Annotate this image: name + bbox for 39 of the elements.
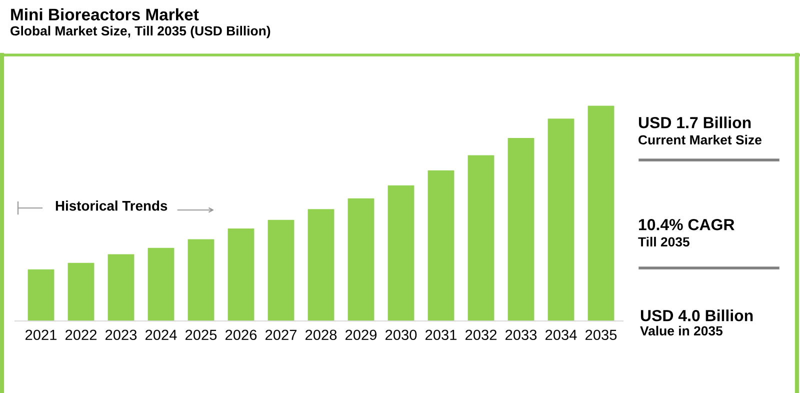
text: Current Market Size bbox=[638, 134, 762, 145]
text: Till 2035 bbox=[638, 236, 690, 247]
annotation: Historical Trends bbox=[56, 200, 168, 211]
x-tick-label: 2029 bbox=[346, 330, 377, 340]
x-tick-label: 2027 bbox=[266, 330, 296, 340]
bar bbox=[228, 228, 254, 321]
bar bbox=[188, 239, 214, 321]
x-tick-label: 2031 bbox=[426, 330, 457, 340]
chart-title: Mini Bioreactors Market bbox=[11, 8, 199, 20]
x-tick-label: 2030 bbox=[386, 330, 417, 340]
x-tick-label: 2021 bbox=[26, 330, 57, 340]
x-tick-label: 2026 bbox=[226, 330, 257, 340]
bar bbox=[508, 138, 534, 321]
bar bbox=[588, 106, 614, 321]
bar bbox=[428, 170, 454, 321]
text: 10.4% CAGR bbox=[639, 218, 734, 230]
bar bbox=[468, 155, 494, 321]
text: USD 1.7 Billion bbox=[638, 116, 751, 128]
bar bbox=[268, 220, 294, 321]
x-tick-label: 2032 bbox=[466, 330, 496, 340]
bar bbox=[348, 198, 374, 321]
x-tick-label: 2025 bbox=[186, 330, 217, 340]
x-tick-label: 2035 bbox=[586, 330, 617, 340]
x-tick-label: 2033 bbox=[506, 330, 537, 340]
bar bbox=[108, 254, 134, 321]
bar bbox=[68, 262, 94, 321]
text: USD 4.0 Billion bbox=[640, 310, 753, 322]
bar bbox=[308, 209, 334, 321]
x-tick-label: 2022 bbox=[66, 330, 96, 340]
text: Value in 2035 bbox=[640, 326, 723, 336]
x-tick-label: 2024 bbox=[146, 330, 177, 340]
bar bbox=[548, 118, 574, 321]
bar bbox=[148, 248, 174, 321]
x-tick-label: 2028 bbox=[306, 330, 337, 340]
chart-subtitle: Global Market Size, Till 2035 (USD Billion) bbox=[10, 26, 270, 38]
bar bbox=[28, 269, 54, 321]
x-tick-label: 2023 bbox=[106, 330, 137, 340]
x-tick-label: 2034 bbox=[546, 330, 577, 340]
bar bbox=[388, 185, 414, 321]
